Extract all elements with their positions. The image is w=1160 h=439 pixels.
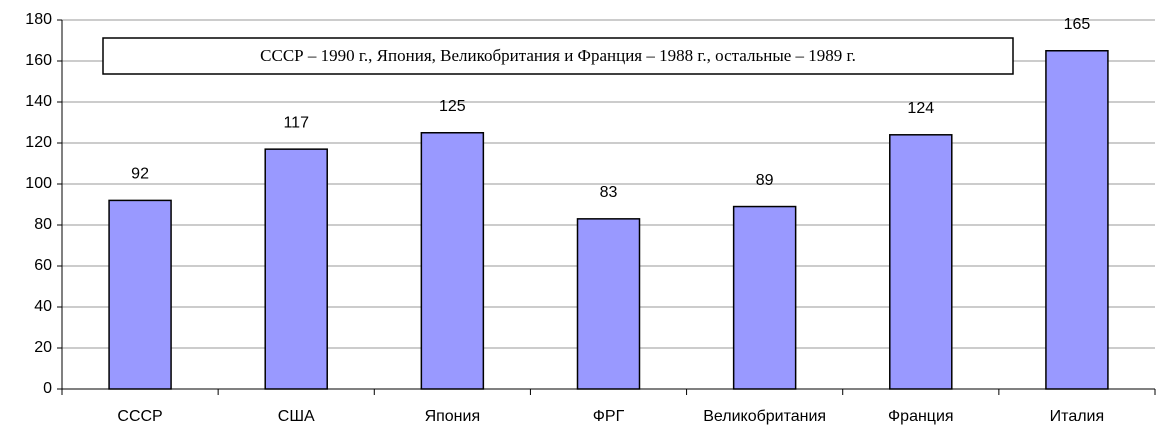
bar [889, 134, 953, 390]
x-tick-label: Франция [888, 408, 954, 425]
y-tick-label: 20 [34, 339, 52, 356]
y-tick-label: 40 [34, 298, 52, 315]
bar [420, 132, 485, 390]
x-tick-label: ФРГ [593, 408, 625, 425]
y-tick-label: 80 [34, 216, 52, 233]
annotation: СССР – 1990 г., Япония, Великобритания и… [260, 46, 856, 65]
y-tick-label: 0 [43, 380, 52, 397]
data-label: 92 [131, 166, 149, 183]
annotation-box [102, 37, 1014, 75]
bar [732, 205, 797, 390]
x-tick-label: Италия [1050, 408, 1104, 425]
x-tick-label: Великобритания [703, 408, 826, 425]
y-tick-label: 100 [25, 175, 52, 192]
x-tick-label: США [278, 408, 315, 425]
y-tick-label: 140 [25, 93, 52, 110]
data-label: 165 [1064, 16, 1091, 33]
data-label: 89 [756, 172, 774, 189]
bar [264, 148, 328, 390]
bar [108, 199, 172, 390]
data-label: 83 [600, 184, 618, 201]
data-label: 125 [439, 98, 466, 115]
x-tick-label: Япония [425, 408, 481, 425]
x-tick-label: СССР [117, 408, 162, 425]
bar [1045, 50, 1109, 390]
data-label: 117 [283, 114, 309, 131]
y-tick-label: 120 [25, 134, 52, 151]
data-label: 124 [907, 100, 934, 117]
bar [576, 218, 641, 390]
y-tick-label: 160 [25, 52, 52, 69]
y-tick-label: 60 [34, 257, 52, 274]
y-tick-label: 180 [25, 11, 52, 28]
